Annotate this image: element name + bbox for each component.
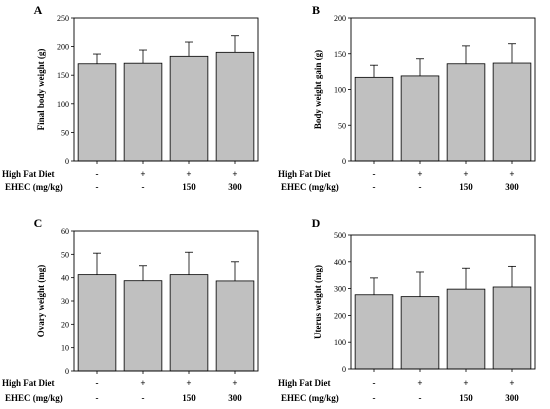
- bar: [169, 55, 209, 162]
- diet-marker: +: [417, 169, 422, 179]
- dose-marker: 150: [182, 182, 196, 192]
- panel-letter: B: [312, 3, 320, 17]
- row-label-dose: EHEC (mg/kg): [281, 182, 339, 192]
- y-axis-title: Final body weight (g): [36, 49, 46, 131]
- row-label-dose: EHEC (mg/kg): [281, 393, 339, 403]
- bar: [215, 280, 255, 372]
- bar: [492, 286, 532, 370]
- diet-marker: -: [373, 169, 376, 179]
- dose-marker: -: [142, 182, 145, 192]
- dose-marker: 150: [182, 393, 196, 403]
- y-tick-label: 0: [342, 365, 346, 374]
- y-tick-label: 10: [61, 344, 69, 353]
- plot-frame: [73, 17, 259, 162]
- y-tick-label: 40: [61, 274, 69, 283]
- bar: [446, 63, 486, 162]
- row-label-diet: High Fat Diet: [2, 169, 55, 179]
- y-tick-label: 100: [57, 100, 69, 109]
- diet-marker: +: [232, 378, 237, 388]
- y-tick-label: 300: [334, 285, 346, 294]
- y-tick-label: 0: [342, 157, 346, 166]
- plot-frame: [350, 234, 536, 370]
- dose-marker: 300: [505, 393, 519, 403]
- dose-marker: -: [419, 393, 422, 403]
- y-tick-label: 250: [57, 14, 69, 23]
- chart-panel-a: - - + - +150 +300 0 50 100 150 200 250 Final body we…: [2, 3, 259, 192]
- bar: [400, 296, 440, 370]
- y-axis-title: Ovary weight (mg): [36, 265, 46, 337]
- diet-marker: +: [186, 378, 191, 388]
- diet-marker: +: [463, 169, 468, 179]
- dose-marker: -: [373, 182, 376, 192]
- y-tick-label: 20: [61, 320, 69, 329]
- row-label-dose: EHEC (mg/kg): [5, 182, 63, 192]
- y-tick-label: 30: [61, 297, 69, 306]
- y-axis-title: Body weight gain (g): [313, 50, 323, 129]
- dose-marker: -: [419, 182, 422, 192]
- y-tick-label: 200: [334, 14, 346, 23]
- bar: [446, 288, 486, 370]
- diet-marker: -: [96, 169, 99, 179]
- dose-marker: 300: [228, 393, 242, 403]
- row-label-diet: High Fat Diet: [2, 378, 55, 388]
- dose-marker: -: [373, 393, 376, 403]
- y-tick-label: 150: [334, 50, 346, 59]
- y-tick-label: 500: [334, 231, 346, 240]
- diet-marker: +: [463, 378, 468, 388]
- y-tick-label: 0: [65, 157, 69, 166]
- diet-marker: +: [186, 169, 191, 179]
- row-label-diet: High Fat Diet: [278, 169, 331, 179]
- y-tick-label: 200: [334, 311, 346, 320]
- panel-letter: D: [312, 216, 321, 230]
- bar: [77, 274, 117, 372]
- dose-marker: 150: [459, 182, 473, 192]
- chart-panel-d: - - + - +150 +300 0 100 200 300 400 500 Uterus weigh…: [278, 216, 536, 403]
- dose-marker: 300: [228, 182, 242, 192]
- y-tick-label: 50: [338, 121, 346, 130]
- y-tick-label: 60: [61, 227, 69, 236]
- row-label-dose: EHEC (mg/kg): [5, 393, 63, 403]
- row-label-diet: High Fat Diet: [278, 378, 331, 388]
- bar: [354, 294, 394, 370]
- dose-marker: -: [142, 393, 145, 403]
- diet-marker: -: [373, 378, 376, 388]
- y-tick-label: 400: [334, 258, 346, 267]
- dose-marker: 300: [505, 182, 519, 192]
- diet-marker: +: [509, 378, 514, 388]
- chart-panel-c: - - + - +150 +300 0 10 20 30 40 50 60 Ovary weight (m…: [2, 216, 259, 403]
- bar: [492, 62, 532, 162]
- panel-letter: C: [34, 216, 43, 230]
- diet-marker: -: [96, 378, 99, 388]
- diet-marker: +: [140, 378, 145, 388]
- diet-marker: +: [417, 378, 422, 388]
- diet-marker: +: [140, 169, 145, 179]
- dose-marker: 150: [459, 393, 473, 403]
- y-tick-label: 150: [57, 71, 69, 80]
- dose-marker: -: [96, 393, 99, 403]
- y-tick-label: 100: [334, 86, 346, 95]
- y-tick-label: 50: [61, 128, 69, 137]
- diet-marker: +: [232, 169, 237, 179]
- dose-marker: -: [96, 182, 99, 192]
- bar: [169, 274, 209, 372]
- bar: [354, 76, 394, 162]
- bar: [77, 63, 117, 162]
- y-tick-label: 200: [57, 43, 69, 52]
- diet-marker: +: [509, 169, 514, 179]
- y-tick-label: 0: [65, 367, 69, 376]
- bar: [123, 62, 163, 162]
- y-axis-title: Uterus weight (mg): [313, 265, 323, 339]
- y-tick-label: 50: [61, 250, 69, 259]
- bar: [215, 51, 255, 162]
- bar: [123, 280, 163, 372]
- chart-panel-b: - - + - +150 +300 0 50 100 150 200 Body weight gain…: [278, 3, 536, 192]
- bar: [400, 75, 440, 162]
- y-tick-label: 100: [334, 338, 346, 347]
- panel-letter: A: [34, 3, 43, 17]
